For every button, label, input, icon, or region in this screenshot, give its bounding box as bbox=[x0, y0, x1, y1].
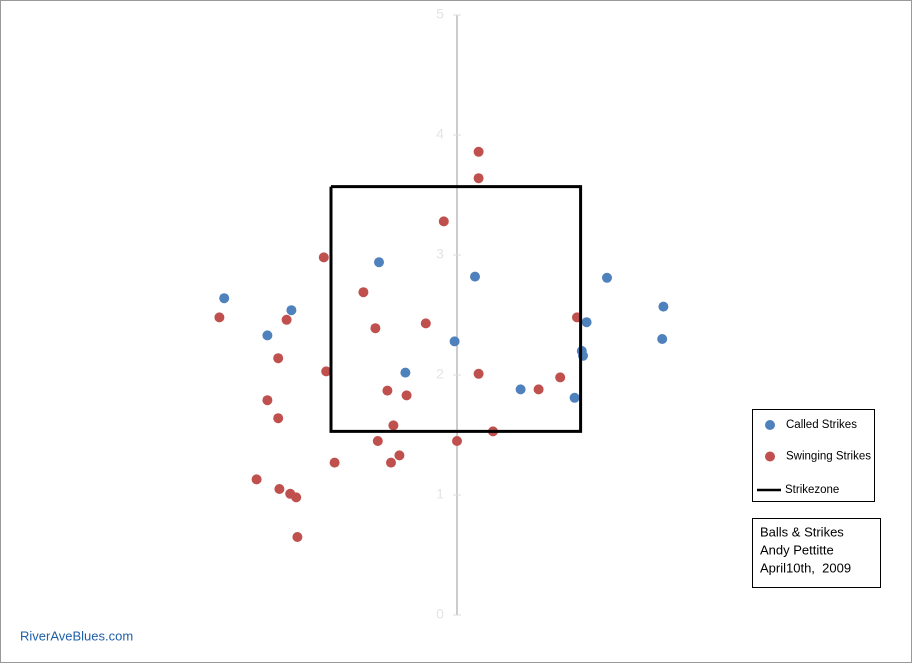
legend-label: Called Strikes bbox=[786, 419, 857, 431]
point bbox=[420, 318, 431, 329]
point bbox=[473, 173, 484, 184]
point bbox=[292, 532, 303, 542]
point bbox=[533, 384, 544, 395]
y-tick-label: 1 bbox=[436, 486, 444, 502]
point bbox=[438, 216, 449, 227]
annotation: Andy Pettitte bbox=[760, 542, 834, 557]
point bbox=[470, 271, 480, 282]
legend-label: Swinging Strikes bbox=[786, 451, 871, 463]
point bbox=[219, 293, 230, 304]
point bbox=[262, 330, 273, 341]
point bbox=[515, 384, 526, 395]
point bbox=[358, 287, 369, 298]
y-tick-label: 5 bbox=[436, 6, 444, 22]
point bbox=[374, 257, 384, 268]
source: RiverAveBlues.com bbox=[20, 628, 133, 643]
point bbox=[262, 395, 273, 406]
point bbox=[321, 366, 332, 377]
point bbox=[452, 436, 462, 446]
point bbox=[274, 484, 285, 494]
point bbox=[602, 272, 612, 283]
point bbox=[657, 334, 668, 344]
y-tick-label: 4 bbox=[436, 126, 444, 142]
point bbox=[273, 353, 284, 364]
legend-swatch bbox=[765, 451, 775, 462]
y-tick-label: 2 bbox=[436, 366, 444, 382]
point bbox=[394, 450, 405, 461]
point bbox=[658, 301, 669, 312]
point bbox=[569, 392, 580, 403]
point bbox=[400, 367, 411, 378]
point bbox=[473, 368, 484, 379]
point bbox=[273, 413, 284, 424]
y-tick-label: 0 bbox=[436, 606, 444, 622]
point bbox=[291, 492, 302, 503]
point bbox=[214, 312, 225, 323]
point bbox=[251, 474, 262, 485]
y-tick-label: 3 bbox=[436, 246, 444, 262]
point bbox=[555, 372, 566, 383]
point bbox=[388, 420, 399, 431]
strikezone bbox=[329, 185, 583, 433]
point bbox=[581, 317, 592, 328]
legend-swatch bbox=[765, 420, 775, 430]
legend-label: Strikezone bbox=[785, 484, 839, 496]
point bbox=[386, 457, 396, 468]
point bbox=[473, 146, 484, 157]
annotation-box bbox=[752, 518, 881, 588]
point bbox=[382, 385, 393, 396]
point bbox=[370, 323, 381, 334]
point bbox=[318, 252, 329, 263]
point bbox=[329, 457, 340, 468]
annotation: Balls & Strikes bbox=[760, 524, 844, 539]
point bbox=[372, 436, 383, 446]
point bbox=[449, 336, 460, 347]
point bbox=[401, 390, 412, 401]
point bbox=[281, 314, 292, 325]
annotation: April10th, 2009 bbox=[760, 560, 851, 575]
point bbox=[286, 305, 297, 316]
